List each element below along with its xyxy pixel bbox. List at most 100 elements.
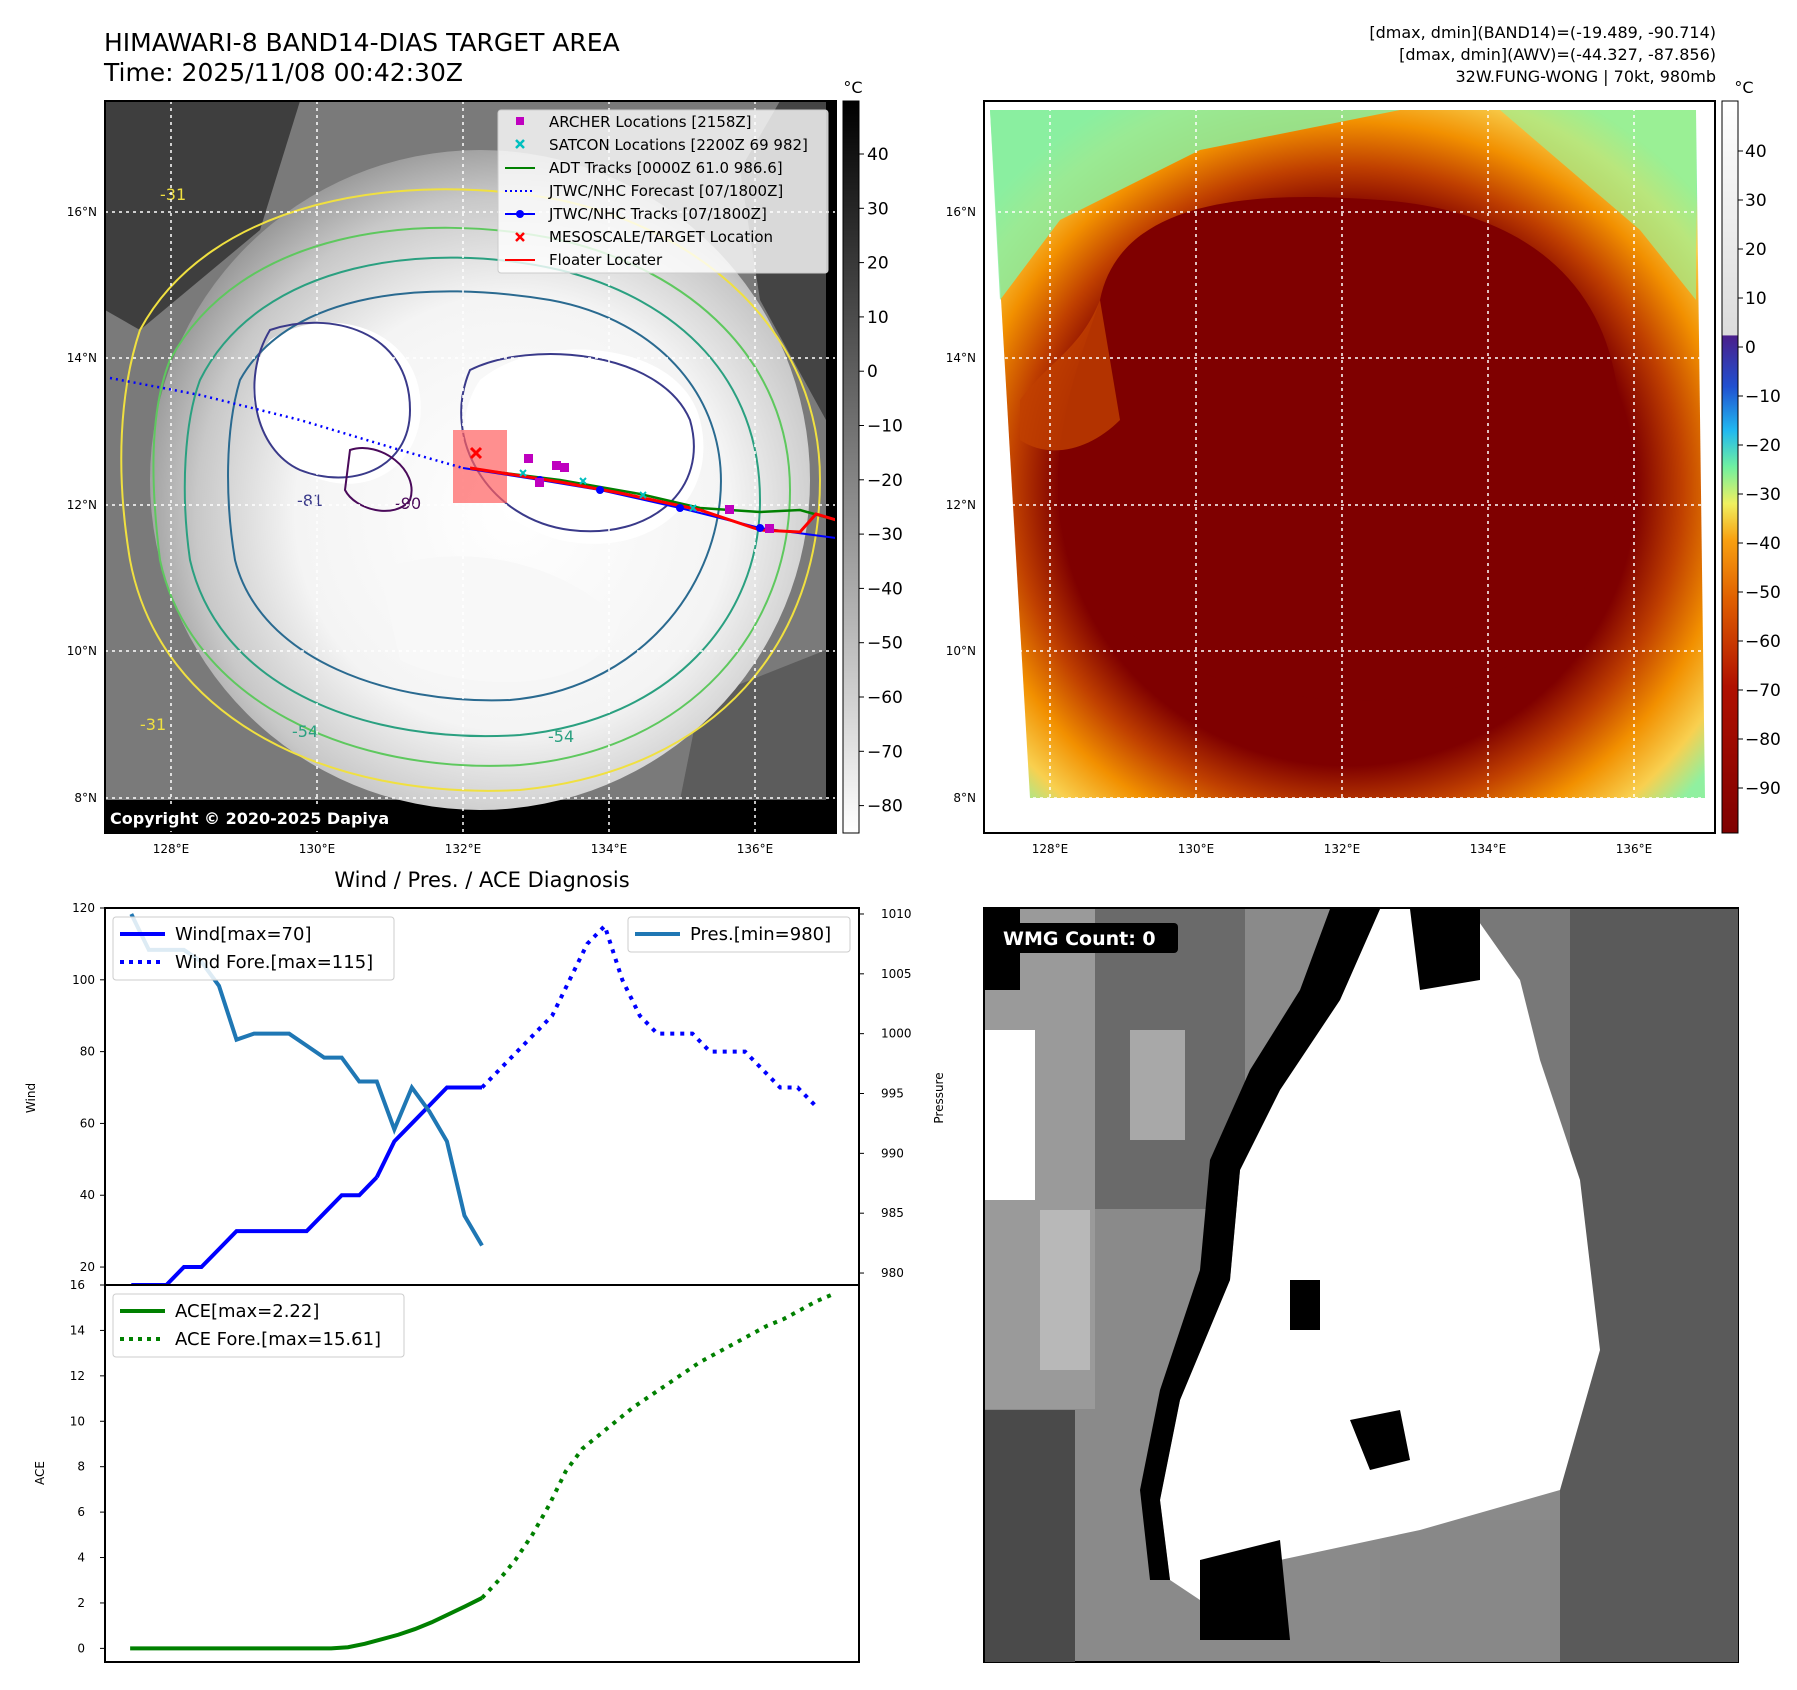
pressure-ytick-label: 1005: [881, 967, 912, 981]
awv-colorbar-tick-label: −80: [1745, 730, 1781, 750]
pressure-ytick-label: 980: [881, 1266, 904, 1280]
ace-ytick-label: 0: [77, 1641, 85, 1655]
band14-image: -31 -54 -81 -90 -54 -31: [105, 101, 836, 833]
legend-forecast: JTWC/NHC Forecast [07/1800Z]: [548, 182, 783, 200]
lat-tick-10: 10°N: [67, 644, 97, 658]
wind-legend: Wind[max=70] Wind Fore.[max=115]: [112, 916, 395, 981]
pressure-legend: Pres.[min=980]: [627, 916, 851, 953]
legend-track: JTWC/NHC Tracks [07/1800Z]: [548, 205, 767, 223]
legend-satcon-marker: [515, 139, 525, 149]
lon-tick-128: 128°E: [153, 842, 190, 856]
floater-track: [469, 466, 836, 534]
band14-colorbar-unit: °C: [843, 78, 862, 97]
figure-time: Time: 2025/11/08 00:42:30Z: [103, 58, 463, 87]
band14-colorbar-tick-label: 40: [867, 145, 889, 165]
band14-axis-labels: 128°E 130°E 132°E 134°E 136°E 16°N 14°N …: [67, 205, 774, 856]
info-awv: [dmax, dmin](AWV)=(-44.327, -87.856): [1399, 45, 1716, 64]
awv-colorbar-tick-label: −30: [1745, 485, 1781, 505]
lat-tick-14: 14°N: [67, 351, 97, 365]
lat-tick-16: 16°N: [67, 205, 97, 219]
awv-lat-tick-12: 12°N: [946, 498, 976, 512]
wind-ytick-label: 100: [72, 973, 95, 987]
wmg-image: [985, 909, 1738, 1662]
band14-colorbar: °C 40 30 20 10 0 −10 −20 −30 −40 −50 −60 −70 −80: [842, 78, 903, 834]
awv-lat-tick-14: 14°N: [946, 351, 976, 365]
copyright-box: [105, 805, 420, 831]
awv-image: [984, 101, 1715, 833]
diag-title: Wind / Pres. / ACE Diagnosis: [334, 868, 629, 892]
legend-track-dot: [516, 210, 524, 218]
ace-series-line-1: [480, 1292, 835, 1600]
wind-ytick-label: 40: [80, 1188, 95, 1202]
wind-series-line-1: [374, 1085, 482, 1179]
lat-tick-12: 12°N: [67, 498, 97, 512]
ace-ytick-label: 14: [70, 1323, 85, 1337]
legend-archer: ARCHER Locations [2158Z]: [549, 113, 752, 131]
awv-axis-labels: 128°E 130°E 132°E 134°E 136°E 16°N 14°N …: [946, 205, 1653, 856]
figure-title: HIMAWARI-8 BAND14-DIAS TARGET AREA: [104, 28, 620, 57]
ace-series-line-0: [130, 1596, 483, 1651]
wind-ytick-label: 60: [80, 1116, 95, 1130]
contour-label-3: -81: [297, 491, 323, 510]
awv-lon-tick-130: 130°E: [1178, 842, 1215, 856]
wind-ytick-label: 80: [80, 1045, 95, 1059]
ace-ytick-label: 8: [77, 1460, 85, 1474]
band14-map-panel: -31 -54 -81 -90 -54 -31: [67, 78, 903, 856]
floater-box: [453, 430, 507, 503]
pressure-ytick-label: 1010: [881, 907, 912, 921]
awv-colorbar: °C 40 30 20 10 0 −10 −20 −30 −40 −50 −60 −70 −80 −90: [1721, 78, 1781, 834]
wind-pressure-chart: Wind Pressure 120 100 80 60 40 20 1010 1005 1000…: [24, 901, 946, 1287]
ace-legend-solid: ACE[max=2.22]: [175, 1301, 319, 1322]
info-band14: [dmax, dmin](BAND14)=(-19.489, -90.714): [1369, 23, 1716, 42]
contour-label-1: -31: [160, 185, 186, 204]
awv-colorbar-tick-label: −10: [1745, 387, 1781, 407]
legend-floater: Floater Locater: [549, 251, 663, 269]
ace-ytick-label: 4: [77, 1551, 85, 1565]
band14-colorbar-tick-label: 10: [867, 308, 889, 328]
awv-lon-tick-134: 134°E: [1470, 842, 1507, 856]
pressure-ytick-label: 985: [881, 1206, 904, 1220]
contour-label-6: -31: [140, 715, 166, 734]
wmg-panel: WMG Count: 0: [983, 907, 1739, 1663]
contour-label-5: -54: [548, 727, 574, 746]
awv-colorbar-tick-label: 20: [1745, 240, 1767, 260]
pressure-ylabel: Pressure: [932, 1072, 946, 1123]
awv-gridlines: [984, 101, 1715, 833]
ace-ylabel: ACE: [33, 1461, 47, 1485]
pressure-ytick-label: 990: [881, 1146, 904, 1160]
copyright-text: Copyright © 2020-2025 Dapiya: [110, 809, 389, 828]
band14-colorbar-tick-label: −30: [867, 525, 903, 545]
legend-archer-marker: [516, 117, 524, 125]
band14-colorbar-tick-label: 0: [867, 362, 878, 382]
lon-tick-136: 136°E: [737, 842, 774, 856]
info-storm: 32W.FUNG-WONG | 70kt, 980mb: [1455, 67, 1716, 86]
legend-target: MESOSCALE/TARGET Location: [549, 228, 773, 246]
band14-colorbar-tick-label: −50: [867, 634, 903, 654]
awv-lon-tick-132: 132°E: [1324, 842, 1361, 856]
ace-legend-forecast: ACE Fore.[max=15.61]: [175, 1329, 381, 1350]
awv-colorbar-tick-label: −60: [1745, 632, 1781, 652]
lon-tick-134: 134°E: [591, 842, 628, 856]
contour-label-2: -54: [292, 722, 318, 741]
adt-track: [479, 468, 836, 522]
awv-lat-tick-16: 16°N: [946, 205, 976, 219]
awv-colorbar-tick-label: −20: [1745, 436, 1781, 456]
awv-colorbar-tick-label: 40: [1745, 142, 1767, 162]
wind-series-line-2: [480, 922, 817, 1107]
wmg-count-box: [995, 923, 1178, 953]
pressure-ytick-label: 995: [881, 1087, 904, 1101]
band14-colorbar-tick-label: −60: [867, 688, 903, 708]
lat-tick-8: 8°N: [74, 791, 97, 805]
band14-colorbar-tick-label: −40: [867, 579, 903, 599]
awv-lon-tick-128: 128°E: [1032, 842, 1069, 856]
wind-legend-forecast: Wind Fore.[max=115]: [175, 952, 373, 973]
band14-contours: [120, 188, 822, 792]
band14-colorbar-tick-label: −70: [867, 742, 903, 762]
awv-colorbar-tick-label: −70: [1745, 681, 1781, 701]
pressure-ytick-label: 1000: [881, 1027, 912, 1041]
lon-tick-132: 132°E: [445, 842, 482, 856]
awv-colorbar-tick-label: 30: [1745, 191, 1767, 211]
awv-colorbar-tick-label: −50: [1745, 583, 1781, 603]
target-location: [469, 446, 483, 460]
